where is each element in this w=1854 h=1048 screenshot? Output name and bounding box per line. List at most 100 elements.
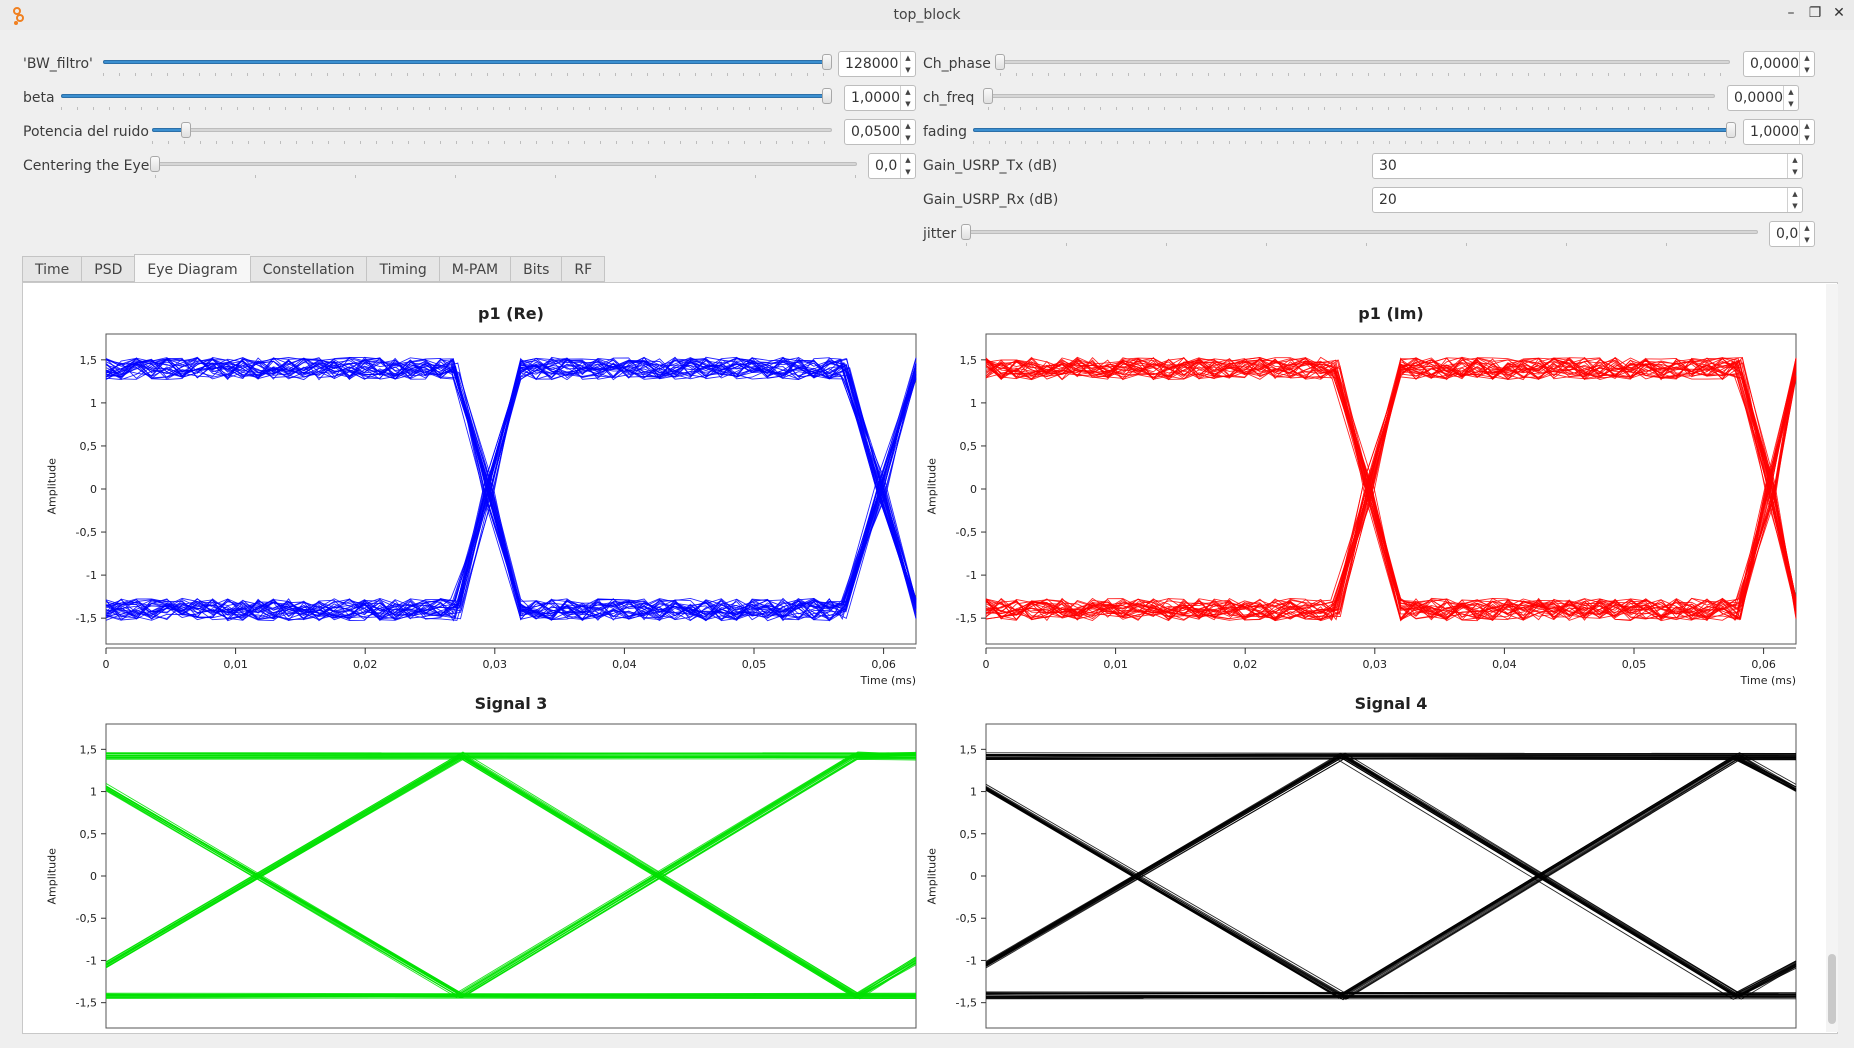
y-tick-label: 1 bbox=[970, 397, 977, 410]
ch-freq-spinbox[interactable]: 0,0000 ▲ ▼ bbox=[1727, 85, 1799, 111]
eye-trace bbox=[985, 991, 1797, 994]
slider-handle[interactable] bbox=[822, 54, 832, 70]
spin-up-icon[interactable]: ▲ bbox=[1792, 156, 1798, 164]
eye-trace bbox=[985, 757, 1797, 999]
bw-filtro-slider[interactable] bbox=[103, 54, 832, 76]
eye-plot-p1-re[interactable]: 1,5 1 0,5 0 -0,5 -1 -1,5 0 0,01 0,02 0,03 0,04 0,05 0… bbox=[50, 326, 930, 686]
eye-traces bbox=[105, 751, 917, 1000]
y-tick-label: -1,5 bbox=[76, 997, 97, 1010]
potencia-ruido-spinbox[interactable]: 0,0500 ▲ ▼ bbox=[844, 119, 916, 145]
eye-trace bbox=[985, 357, 1797, 622]
beta-spinbox[interactable]: 1,0000 ▲ ▼ bbox=[844, 85, 916, 111]
spin-up-icon[interactable]: ▲ bbox=[1788, 88, 1794, 96]
spin-up-icon[interactable]: ▲ bbox=[905, 54, 911, 62]
ch-freq-slider[interactable] bbox=[983, 88, 1715, 110]
spin-up-icon[interactable]: ▲ bbox=[905, 88, 911, 96]
spinbox-value: 0,0 bbox=[875, 158, 898, 174]
spin-down-icon[interactable]: ▼ bbox=[1804, 66, 1810, 74]
centering-eye-slider[interactable] bbox=[150, 156, 857, 178]
gain-rx-spinbox[interactable]: 20 ▲ ▼ bbox=[1372, 187, 1803, 213]
spin-up-icon[interactable]: ▲ bbox=[905, 122, 911, 130]
beta-slider[interactable] bbox=[61, 88, 832, 110]
spinbox-value: 0,0000 bbox=[1750, 56, 1799, 72]
eye-trace bbox=[105, 993, 917, 997]
plot-frame bbox=[985, 723, 1797, 1029]
spin-down-icon[interactable]: ▼ bbox=[1804, 134, 1810, 142]
eye-trace bbox=[985, 754, 1797, 993]
ch-freq-label: ch_freq bbox=[923, 90, 975, 106]
tab-time[interactable]: Time bbox=[22, 256, 82, 282]
eye-plot-signal-3[interactable]: 1,5 1 0,5 0 -0,5 -1 -1,5 bbox=[50, 716, 930, 1032]
spin-down-icon[interactable]: ▼ bbox=[905, 66, 911, 74]
vertical-scrollbar[interactable] bbox=[1826, 284, 1838, 1032]
tab-constellation[interactable]: Constellation bbox=[249, 256, 367, 282]
spin-up-icon[interactable]: ▲ bbox=[1804, 54, 1810, 62]
potencia-ruido-slider[interactable] bbox=[152, 122, 832, 144]
eye-trace bbox=[105, 756, 917, 998]
close-icon[interactable]: ✕ bbox=[1833, 5, 1845, 21]
ch-phase-spinbox[interactable]: 0,0000 ▲ ▼ bbox=[1743, 51, 1815, 77]
spin-down-icon[interactable]: ▼ bbox=[1804, 236, 1810, 244]
x-tick-label: 0,02 bbox=[1233, 658, 1258, 671]
tab-timing[interactable]: Timing bbox=[366, 256, 439, 282]
x-tick-label: 0,06 bbox=[871, 658, 896, 671]
jitter-spinbox[interactable]: 0,0 ▲ ▼ bbox=[1769, 221, 1815, 247]
spin-down-icon[interactable]: ▼ bbox=[1788, 100, 1794, 108]
eye-trace bbox=[985, 357, 1797, 622]
gain-tx-spinbox[interactable]: 30 ▲ ▼ bbox=[1372, 153, 1803, 179]
x-tick-label: 0,03 bbox=[483, 658, 508, 671]
tab-eye-diagram[interactable]: Eye Diagram bbox=[134, 254, 250, 282]
spin-down-icon[interactable]: ▼ bbox=[905, 100, 911, 108]
spin-up-icon[interactable]: ▲ bbox=[1804, 224, 1810, 232]
centering-eye-label: Centering the Eye bbox=[23, 158, 150, 174]
tab-psd[interactable]: PSD bbox=[81, 256, 135, 282]
spinbox-value: 0,0 bbox=[1776, 226, 1799, 242]
slider-handle[interactable] bbox=[150, 156, 160, 172]
fading-slider[interactable] bbox=[973, 122, 1736, 144]
tab-bits[interactable]: Bits bbox=[510, 256, 562, 282]
slider-handle[interactable] bbox=[961, 224, 971, 240]
bw-filtro-spinbox[interactable]: 128000 ▲ ▼ bbox=[838, 51, 916, 77]
tab-rf[interactable]: RF bbox=[561, 256, 606, 282]
fading-spinbox[interactable]: 1,0000 ▲ ▼ bbox=[1743, 119, 1815, 145]
eye-traces bbox=[985, 356, 1797, 622]
jitter-label: jitter bbox=[923, 226, 957, 242]
spin-down-icon[interactable]: ▼ bbox=[1792, 168, 1798, 176]
x-axis-label: Time (ms) bbox=[860, 674, 916, 686]
eye-trace bbox=[985, 357, 1797, 621]
slider-handle[interactable] bbox=[822, 88, 832, 104]
plot-frame bbox=[105, 333, 917, 645]
slider-handle[interactable] bbox=[1726, 122, 1736, 138]
centering-eye-spinbox[interactable]: 0,0 ▲ ▼ bbox=[868, 153, 916, 179]
eye-plot-p1-im[interactable]: 1,5 1 0,5 0 -0,5 -1 -1,5 0 0,01 0,02 0,03 0,04 0,05 0… bbox=[930, 326, 1810, 686]
spin-down-icon[interactable]: ▼ bbox=[1792, 202, 1798, 210]
eye-trace bbox=[105, 997, 917, 999]
spin-up-icon[interactable]: ▲ bbox=[1804, 122, 1810, 130]
scrollbar-thumb[interactable] bbox=[1828, 954, 1836, 1024]
y-tick-label: -0,5 bbox=[76, 912, 97, 925]
y-tick-label: 0 bbox=[970, 483, 977, 496]
maximize-icon[interactable]: ❐ bbox=[1808, 5, 1822, 21]
y-tick-label: 1 bbox=[90, 397, 97, 410]
eye-plot-signal-4[interactable]: 1,5 1 0,5 0 -0,5 -1 -1,5 bbox=[930, 716, 1810, 1032]
eye-trace bbox=[985, 357, 1797, 620]
x-tick-label: 0,02 bbox=[353, 658, 378, 671]
y-tick-label: -1,5 bbox=[956, 997, 977, 1010]
slider-handle[interactable] bbox=[983, 88, 993, 104]
spin-up-icon[interactable]: ▲ bbox=[905, 156, 911, 164]
tab-m-pam[interactable]: M-PAM bbox=[438, 256, 511, 282]
jitter-slider[interactable] bbox=[961, 224, 1758, 246]
gain-rx-label: Gain_USRP_Rx (dB) bbox=[923, 192, 1059, 208]
minimize-icon[interactable]: – bbox=[1787, 5, 1795, 21]
spin-down-icon[interactable]: ▼ bbox=[905, 168, 911, 176]
plot-title: p1 (Im) bbox=[1358, 304, 1424, 323]
ch-phase-slider[interactable] bbox=[995, 54, 1730, 76]
eye-traces bbox=[105, 356, 917, 622]
spin-up-icon[interactable]: ▲ bbox=[1792, 190, 1798, 198]
eye-trace bbox=[105, 358, 917, 621]
spin-down-icon[interactable]: ▼ bbox=[905, 134, 911, 142]
spinbox-value: 0,0500 bbox=[851, 124, 900, 140]
slider-handle[interactable] bbox=[181, 122, 191, 138]
slider-handle[interactable] bbox=[995, 54, 1005, 70]
y-tick-label: 0 bbox=[90, 483, 97, 496]
